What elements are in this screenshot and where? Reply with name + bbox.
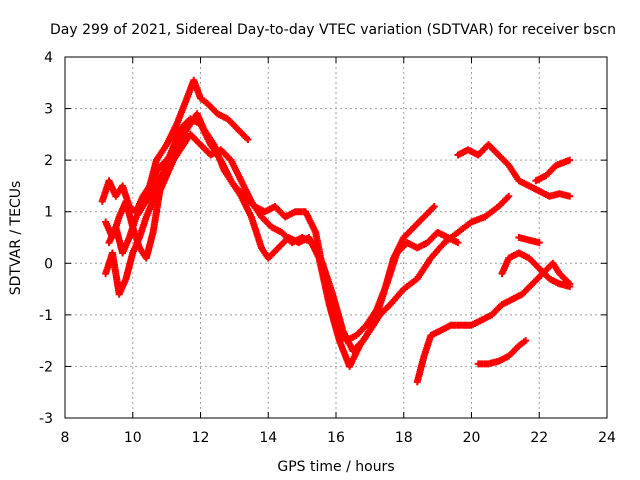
x-axis-title: GPS time / hours [277, 459, 394, 475]
y-tick-label: 4 [44, 50, 53, 66]
y-axis-title: SDTVAR / TECUs [8, 181, 24, 296]
y-tick-label: -3 [39, 411, 53, 427]
series-arc-e [413, 259, 574, 386]
series-markers [532, 156, 574, 185]
chart-title: Day 299 of 2021, Sidereal Day-to-day VTE… [50, 22, 616, 38]
y-tick-label: -1 [39, 308, 53, 324]
x-tick-label: 8 [61, 430, 70, 446]
series-markers [105, 110, 462, 345]
x-tick-label: 22 [530, 430, 548, 446]
plot-frame [64, 56, 608, 419]
series-arc-g [532, 156, 574, 185]
y-tick-label: -2 [39, 359, 53, 375]
series-arc-f [454, 141, 574, 200]
series-markers [515, 234, 543, 247]
y-tick-label: 1 [44, 205, 53, 221]
series-markers [498, 249, 574, 290]
series-markers [413, 259, 574, 386]
series-markers [454, 141, 574, 200]
series-markers [474, 337, 530, 368]
data-series [98, 76, 574, 386]
x-tick-label: 16 [327, 430, 345, 446]
x-tick-label: 10 [124, 430, 142, 446]
x-tick-label: 14 [259, 430, 277, 446]
series-arc-h [515, 234, 543, 247]
series-arc-i [498, 249, 574, 290]
x-tick-label: 24 [598, 430, 616, 446]
series-arc-d [105, 110, 462, 345]
x-tick-label: 18 [395, 430, 413, 446]
series-arc-j [474, 337, 530, 368]
y-tick-label: 3 [44, 102, 53, 118]
x-tick-label: 12 [192, 430, 210, 446]
y-tick-label: 2 [44, 153, 53, 169]
y-tick-label: 0 [44, 256, 53, 272]
x-tick-label: 20 [463, 430, 481, 446]
